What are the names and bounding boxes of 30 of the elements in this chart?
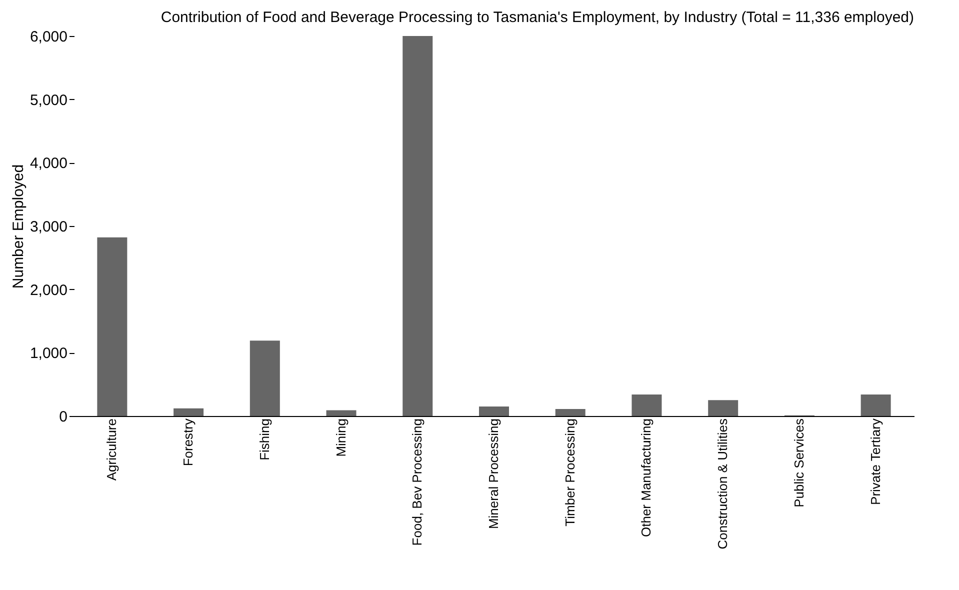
x-tick-label: Food, Bev Processing bbox=[410, 418, 425, 546]
x-tick-label: Timber Processing bbox=[562, 418, 578, 526]
y-tick-label: 4,000 bbox=[30, 155, 68, 172]
y-tick-label: 5,000 bbox=[30, 92, 68, 109]
bar bbox=[479, 406, 509, 416]
x-tick-label: Fishing bbox=[256, 418, 272, 460]
x-tick-label: Mining bbox=[333, 418, 348, 457]
x-tick-label: Agriculture bbox=[104, 418, 120, 481]
bar bbox=[174, 408, 204, 416]
bar bbox=[555, 409, 586, 416]
bar bbox=[97, 237, 128, 416]
bar bbox=[860, 394, 891, 416]
x-tick-label: Private Tertiary bbox=[868, 418, 883, 505]
y-tick-label: 2,000 bbox=[30, 282, 68, 299]
x-tick-label: Other Manufacturing bbox=[638, 418, 654, 538]
x-tick-label: Mineral Processing bbox=[486, 418, 501, 530]
y-tick-label: 3,000 bbox=[30, 218, 68, 236]
x-tick-label: Public Services bbox=[791, 418, 806, 508]
bar bbox=[632, 394, 662, 416]
y-axis-title: Number Employed bbox=[10, 164, 27, 289]
y-tick-label: 1,000 bbox=[30, 345, 68, 362]
x-tick-label: Construction & Utilities bbox=[715, 418, 730, 550]
y-tick-label: 0 bbox=[59, 408, 68, 426]
x-tick-label: Forestry bbox=[180, 418, 196, 466]
bar bbox=[402, 36, 433, 416]
bar bbox=[708, 400, 738, 416]
bar bbox=[326, 410, 356, 416]
chart-title: Contribution of Food and Beverage Processing to Tasmania's Employment, by Industry (Total = 11,336 employed) bbox=[160, 9, 914, 26]
bar bbox=[250, 340, 280, 416]
y-tick-label: 6,000 bbox=[30, 28, 68, 46]
